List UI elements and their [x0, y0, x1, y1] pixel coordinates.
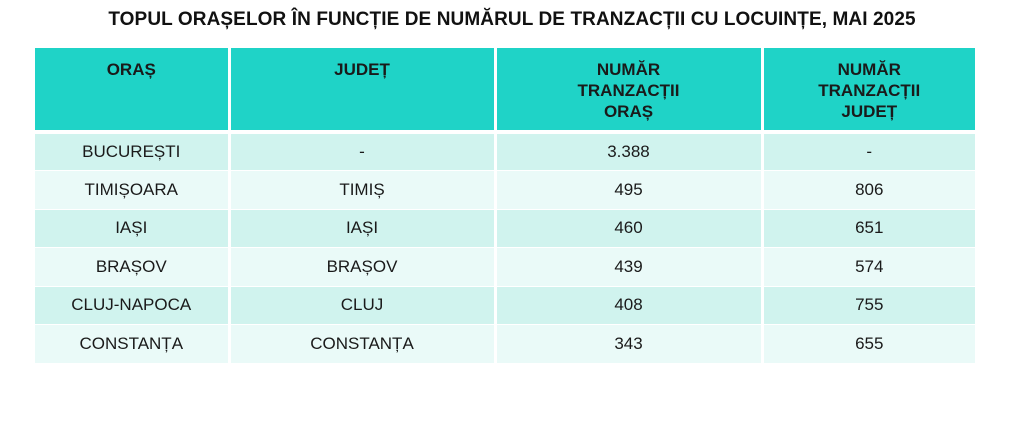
- cell-oras: BUCUREȘTI: [35, 132, 231, 171]
- cell-tranzactii-oras: 495: [495, 170, 764, 210]
- column-header-tranzactii-judet: NUMĂR TRANZACȚII JUDEȚ: [762, 48, 975, 134]
- cell-oras: CONSTANȚA: [35, 324, 231, 364]
- cell-tranzactii-oras: 408: [495, 286, 764, 325]
- table-row: CONSTANȚA CONSTANȚA 343 655: [35, 324, 975, 364]
- cell-judet: BRAȘOV: [229, 247, 497, 287]
- cell-tranzactii-judet: 655: [762, 324, 975, 364]
- page-title: TOPUL ORAȘELOR ÎN FUNCȚIE DE NUMĂRUL DE …: [108, 9, 916, 30]
- table-row: CLUJ-NAPOCA CLUJ 408 755: [35, 286, 975, 325]
- cell-tranzactii-judet: 806: [762, 170, 975, 210]
- cell-oras: IAȘI: [35, 209, 231, 248]
- table-header-row: ORAȘ JUDEȚ NUMĂR TRANZACȚII ORAȘ NUMĂR T…: [35, 48, 975, 134]
- cell-oras: CLUJ-NAPOCA: [35, 286, 231, 325]
- cell-judet: IAȘI: [229, 209, 497, 248]
- cell-judet: CONSTANȚA: [229, 324, 497, 364]
- table-row: BRAȘOV BRAȘOV 439 574: [35, 247, 975, 287]
- cell-tranzactii-judet: -: [762, 132, 975, 171]
- transactions-table: ORAȘ JUDEȚ NUMĂR TRANZACȚII ORAȘ NUMĂR T…: [35, 48, 975, 364]
- cell-tranzactii-oras: 439: [495, 247, 764, 287]
- cell-tranzactii-judet: 755: [762, 286, 975, 325]
- cell-tranzactii-oras: 460: [495, 209, 764, 248]
- cell-oras: BRAȘOV: [35, 247, 231, 287]
- column-header-judet: JUDEȚ: [229, 48, 497, 134]
- table-row: IAȘI IAȘI 460 651: [35, 209, 975, 248]
- column-header-oras: ORAȘ: [35, 48, 231, 134]
- column-header-tranzactii-oras: NUMĂR TRANZACȚII ORAȘ: [495, 48, 764, 134]
- table-row: TIMIȘOARA TIMIȘ 495 806: [35, 170, 975, 210]
- cell-tranzactii-oras: 343: [495, 324, 764, 364]
- cell-tranzactii-judet: 651: [762, 209, 975, 248]
- cell-oras: TIMIȘOARA: [35, 170, 231, 210]
- cell-tranzactii-oras: 3.388: [495, 132, 764, 171]
- cell-judet: -: [229, 132, 497, 171]
- cell-tranzactii-judet: 574: [762, 247, 975, 287]
- table-row: BUCUREȘTI - 3.388 -: [35, 132, 975, 171]
- cell-judet: CLUJ: [229, 286, 497, 325]
- cell-judet: TIMIȘ: [229, 170, 497, 210]
